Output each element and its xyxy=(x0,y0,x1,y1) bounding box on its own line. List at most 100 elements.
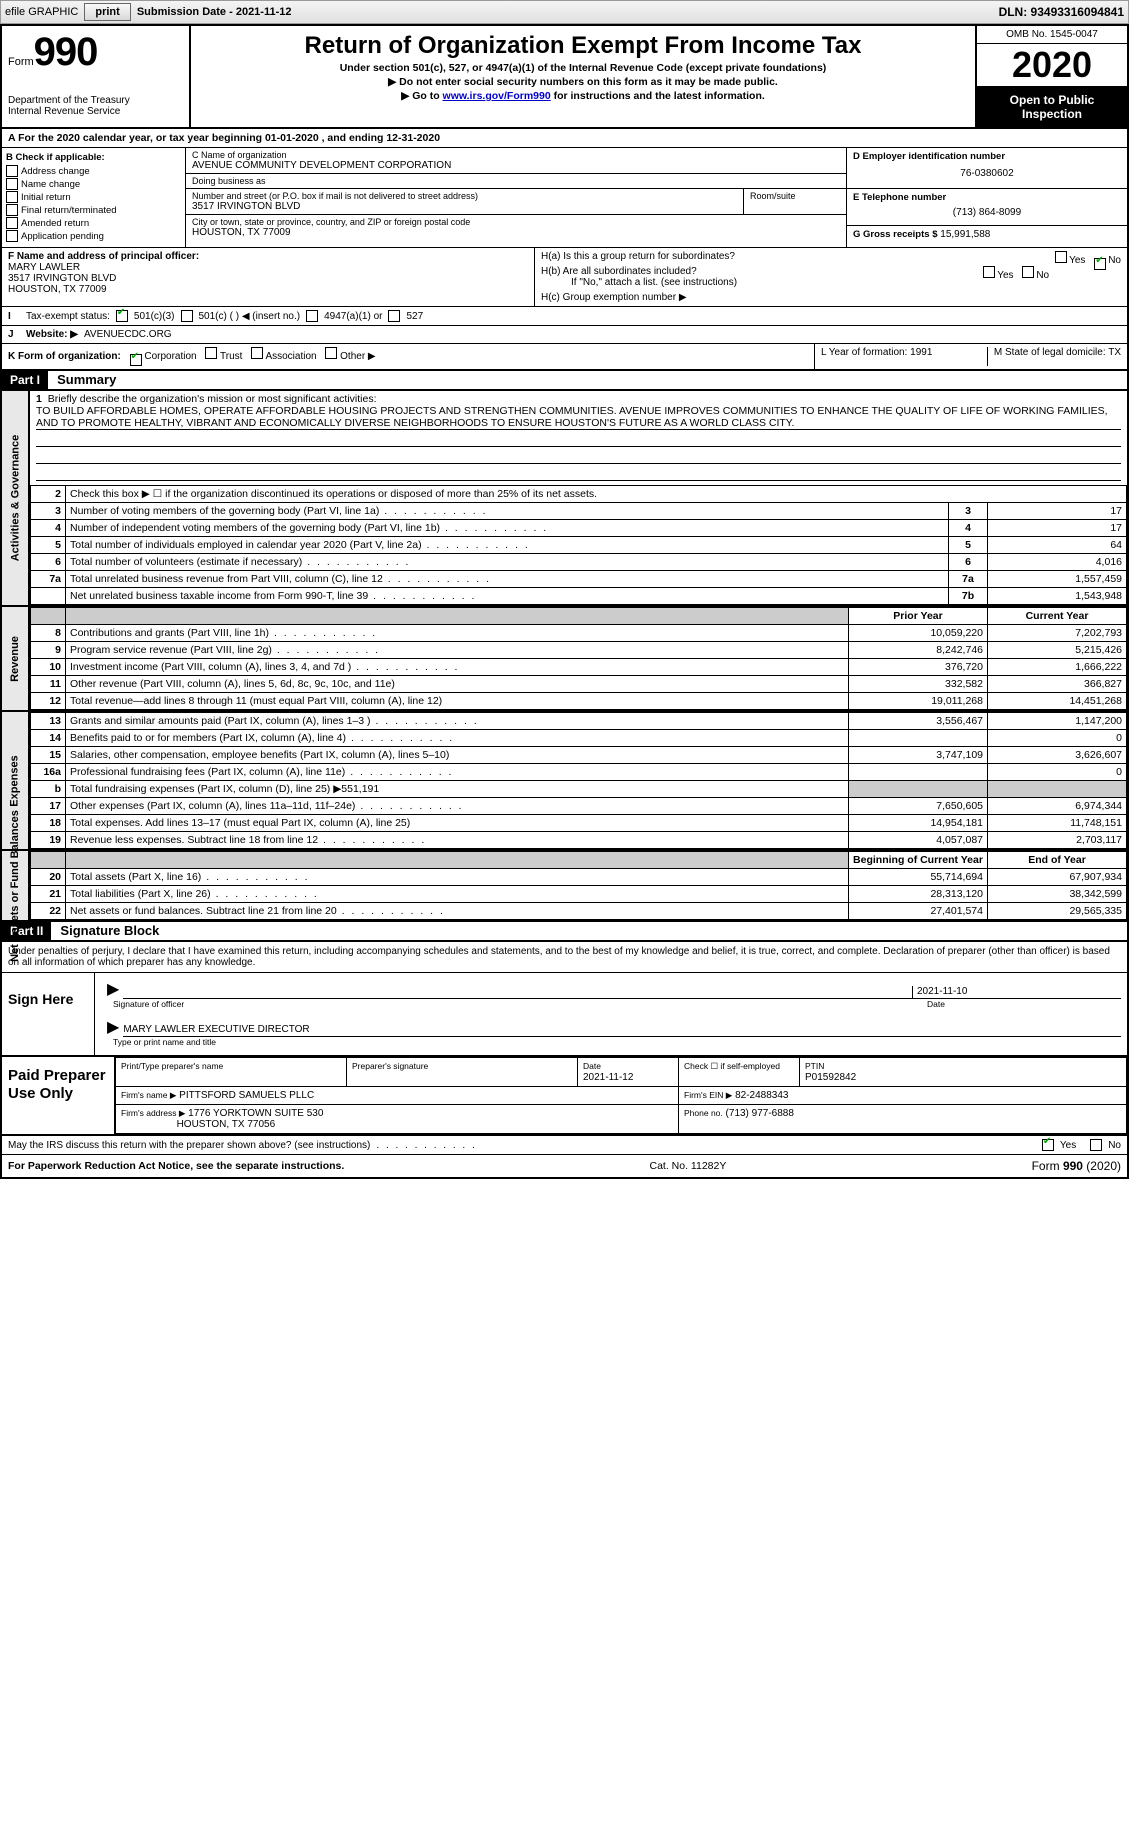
form-number: 990 xyxy=(34,30,98,74)
dln-number: DLN: 93493316094841 xyxy=(999,5,1124,19)
chk-association[interactable] xyxy=(251,347,263,359)
officer-city: HOUSTON, TX 77009 xyxy=(8,284,528,295)
street-value: 3517 IRVINGTON BLVD xyxy=(192,201,737,212)
section-b: B Check if applicable: Address change Na… xyxy=(2,148,186,247)
paid-preparer-row: Paid Preparer Use Only Print/Type prepar… xyxy=(2,1057,1127,1136)
side-label-netassets: Net Assets or Fund Balances xyxy=(2,851,30,920)
part2-title: Signature Block xyxy=(54,923,159,938)
open-to-public: Open to Public Inspection xyxy=(977,87,1127,127)
penalty-text: Under penalties of perjury, I declare th… xyxy=(2,942,1127,973)
chk-other[interactable] xyxy=(325,347,337,359)
chk-name-change[interactable] xyxy=(6,178,18,190)
header-left: Form990 Department of the Treasury Inter… xyxy=(2,26,191,127)
revenue-section: Revenue Prior YearCurrent Year 8Contribu… xyxy=(2,607,1127,712)
city-value: HOUSTON, TX 77009 xyxy=(192,227,840,238)
sign-here-row: Sign Here ▶ 2021-11-10 Signature of offi… xyxy=(2,973,1127,1057)
name-arrow-icon: ▶ xyxy=(107,1017,119,1037)
chk-4947[interactable] xyxy=(306,310,318,322)
city-label: City or town, state or province, country… xyxy=(192,217,840,227)
header-right: OMB No. 1545-0047 2020 Open to Public In… xyxy=(975,26,1127,127)
dept-label: Department of the Treasury xyxy=(8,95,183,106)
expenses-section: Expenses 13Grants and similar amounts pa… xyxy=(2,712,1127,851)
section-deg: D Employer identification number 76-0380… xyxy=(846,148,1127,247)
discuss-yes[interactable] xyxy=(1042,1139,1054,1151)
firm-ein: 82-2488343 xyxy=(735,1090,788,1101)
mission-text: TO BUILD AFFORDABLE HOMES, OPERATE AFFOR… xyxy=(36,405,1121,430)
chk-final-return[interactable] xyxy=(6,204,18,216)
officer-label: F Name and address of principal officer: xyxy=(8,251,199,262)
phone-value: (713) 864-8099 xyxy=(853,203,1121,222)
irs-label: Internal Revenue Service xyxy=(8,106,183,117)
chk-501c[interactable] xyxy=(181,310,193,322)
chk-501c3[interactable] xyxy=(116,310,128,322)
footer-row: For Paperwork Reduction Act Notice, see … xyxy=(2,1155,1127,1177)
submission-date: Submission Date - 2021-11-12 xyxy=(137,6,292,18)
governance-table: 2Check this box ▶ ☐ if the organization … xyxy=(30,485,1127,605)
state-domicile: M State of legal domicile: TX xyxy=(988,347,1121,366)
gross-label: G Gross receipts $ xyxy=(853,229,937,240)
section-c: C Name of organization AVENUE COMMUNITY … xyxy=(186,148,846,247)
phone-label: E Telephone number xyxy=(853,192,1121,203)
chk-application-pending[interactable] xyxy=(6,230,18,242)
year-formation: L Year of formation: 1991 xyxy=(821,347,988,366)
name-caption: Type or print name and title xyxy=(95,1037,1127,1047)
section-f: F Name and address of principal officer:… xyxy=(2,248,535,306)
revenue-table: Prior YearCurrent Year 8Contributions an… xyxy=(30,607,1127,710)
net-assets-section: Net Assets or Fund Balances Beginning of… xyxy=(2,851,1127,922)
side-label-governance: Activities & Governance xyxy=(2,391,30,605)
header-middle: Return of Organization Exempt From Incom… xyxy=(191,26,975,127)
expenses-table: 13Grants and similar amounts paid (Part … xyxy=(30,712,1127,849)
paid-preparer-table: Print/Type preparer's name Preparer's si… xyxy=(115,1057,1127,1134)
section-b-header: B Check if applicable: xyxy=(6,152,181,163)
org-name: AVENUE COMMUNITY DEVELOPMENT CORPORATION xyxy=(192,160,840,171)
tax-year: 2020 xyxy=(977,44,1127,87)
firm-addr2: HOUSTON, TX 77056 xyxy=(177,1119,276,1130)
irs-link[interactable]: www.irs.gov/Form990 xyxy=(443,90,551,102)
gross-value: 15,991,588 xyxy=(940,229,990,240)
side-label-revenue: Revenue xyxy=(2,607,30,710)
top-toolbar: efile GRAPHIC print Submission Date - 20… xyxy=(0,0,1129,24)
ha-label: H(a) Is this a group return for subordin… xyxy=(541,251,735,262)
chk-527[interactable] xyxy=(388,310,400,322)
row-klm: K Form of organization: Corporation Trus… xyxy=(2,344,1127,371)
hb-no[interactable] xyxy=(1022,266,1034,278)
signature-date: 2021-11-10 xyxy=(912,986,1121,999)
print-button[interactable]: print xyxy=(84,3,130,21)
officer-name: MARY LAWLER xyxy=(8,262,528,273)
firm-phone: (713) 977-6888 xyxy=(726,1108,794,1119)
dba-label: Doing business as xyxy=(192,176,840,186)
activities-governance-section: Activities & Governance 1 Briefly descri… xyxy=(2,391,1127,607)
ein-label: D Employer identification number xyxy=(853,151,1121,162)
officer-street: 3517 IRVINGTON BLVD xyxy=(8,273,528,284)
form-header: Form990 Department of the Treasury Inter… xyxy=(2,26,1127,129)
ha-yes[interactable] xyxy=(1055,251,1067,263)
ha-no[interactable] xyxy=(1094,258,1106,270)
discuss-no[interactable] xyxy=(1090,1139,1102,1151)
mission-block: 1 Briefly describe the organization's mi… xyxy=(30,391,1127,485)
omb-number: OMB No. 1545-0047 xyxy=(977,26,1127,44)
hb-yes[interactable] xyxy=(983,266,995,278)
form-title: Return of Organization Exempt From Incom… xyxy=(197,32,969,60)
section-h: H(a) Is this a group return for subordin… xyxy=(535,248,1127,306)
date-caption: Date xyxy=(909,999,1127,1009)
chk-initial-return[interactable] xyxy=(6,191,18,203)
signature-arrow-icon: ▶ xyxy=(107,979,119,999)
ein-value: 76-0380602 xyxy=(853,162,1121,185)
form-subtitle: Under section 501(c), 527, or 4947(a)(1)… xyxy=(197,62,969,74)
row-j: J Website: ▶ AVENUECDC.ORG xyxy=(2,326,1127,343)
netassets-table: Beginning of Current YearEnd of Year 20T… xyxy=(30,851,1127,920)
row-a-tax-year: A For the 2020 calendar year, or tax yea… xyxy=(2,129,1127,148)
chk-address-change[interactable] xyxy=(6,165,18,177)
ptin-value: P01592842 xyxy=(805,1072,856,1083)
firm-name: PITTSFORD SAMUELS PLLC xyxy=(179,1090,314,1101)
street-label: Number and street (or P.O. box if mail i… xyxy=(192,191,737,201)
chk-trust[interactable] xyxy=(205,347,217,359)
signature-caption: Signature of officer xyxy=(95,999,909,1009)
catalog-number: Cat. No. 11282Y xyxy=(344,1160,1031,1172)
firm-addr1: 1776 YORKTOWN SUITE 530 xyxy=(188,1108,323,1119)
efile-label: efile GRAPHIC xyxy=(5,6,78,18)
chk-amended[interactable] xyxy=(6,217,18,229)
chk-corporation[interactable] xyxy=(130,354,142,366)
goto-note: Go to www.irs.gov/Form990 for instructio… xyxy=(197,90,969,102)
paid-preparer-label: Paid Preparer Use Only xyxy=(2,1057,114,1134)
